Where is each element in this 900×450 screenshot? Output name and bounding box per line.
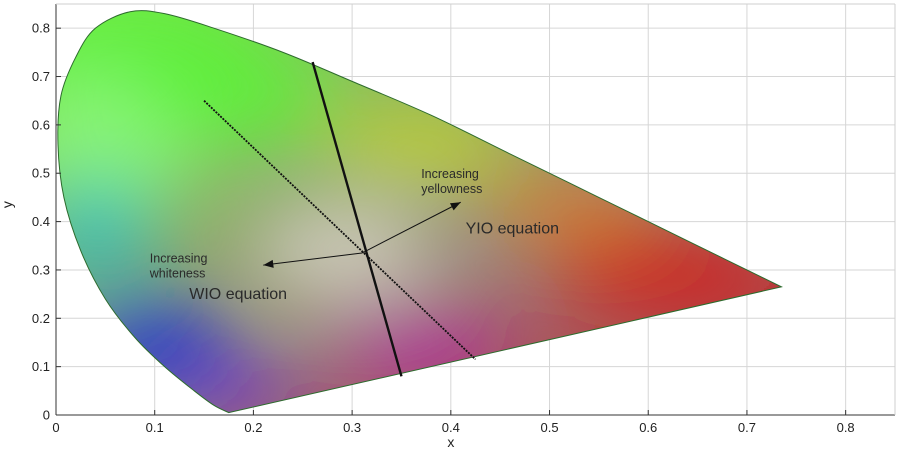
x-tick-label-2: 0.2 xyxy=(244,420,262,435)
annotation-2-line-1: whiteness xyxy=(149,267,206,281)
tick-labels: 0 0.1 0.2 0.3 0.4 0.5 0.6 0.7 0.8 0 0.1 0.2 0.3 0.4 0.… xyxy=(32,21,855,435)
dashed-reference-line xyxy=(203,100,477,361)
color-blob-green-2 xyxy=(134,52,333,140)
x-tick-label-3: 0.3 xyxy=(343,420,361,435)
y-tick-label-7: 0.7 xyxy=(32,69,50,84)
x-tick-label-4: 0.4 xyxy=(442,420,460,435)
axes xyxy=(55,3,896,416)
y-tick-label-6: 0.6 xyxy=(32,117,50,132)
x-tick-label-0: 0 xyxy=(52,420,59,435)
gamut-outline xyxy=(57,10,783,414)
y-tick-label-4: 0.4 xyxy=(32,214,50,229)
reference-lines xyxy=(203,61,477,377)
y-tick-label-2: 0.2 xyxy=(32,311,50,326)
annotation-0-line-0: Increasing xyxy=(421,167,479,181)
arrow-head-0 xyxy=(449,202,461,211)
direction-arrows xyxy=(263,201,461,268)
x-tick-label-7: 0.7 xyxy=(738,420,756,435)
x-tick-label-6: 0.6 xyxy=(639,420,657,435)
annotation-0-line-1: yellowness xyxy=(421,182,482,196)
y-tick-label-8: 0.8 xyxy=(32,21,50,36)
annotation-1-line-0: YIO equation xyxy=(466,221,559,238)
y-tick-label-5: 0.5 xyxy=(32,166,50,181)
annotation-3-line-0: WIO equation xyxy=(189,286,287,303)
solid-reference-line xyxy=(311,61,403,377)
arrow-shaft-0 xyxy=(361,201,461,254)
y-axis-label: y xyxy=(0,201,15,208)
annotation-2-line-0: Increasing xyxy=(150,252,208,266)
color-blob-cyan-4 xyxy=(57,182,155,280)
color-blob-white-10 xyxy=(253,207,432,295)
arrow-shaft-1 xyxy=(263,252,363,266)
y-tick-label-0: 0 xyxy=(43,408,50,423)
x-axis-label: x xyxy=(447,434,454,450)
y-tick-label-1: 0.1 xyxy=(32,359,50,374)
x-tick-label-1: 0.1 xyxy=(146,420,164,435)
x-tick-label-5: 0.5 xyxy=(540,420,558,435)
arrow-head-1 xyxy=(263,259,274,268)
x-tick-label-8: 0.8 xyxy=(837,420,855,435)
y-tick-label-3: 0.3 xyxy=(32,262,50,277)
